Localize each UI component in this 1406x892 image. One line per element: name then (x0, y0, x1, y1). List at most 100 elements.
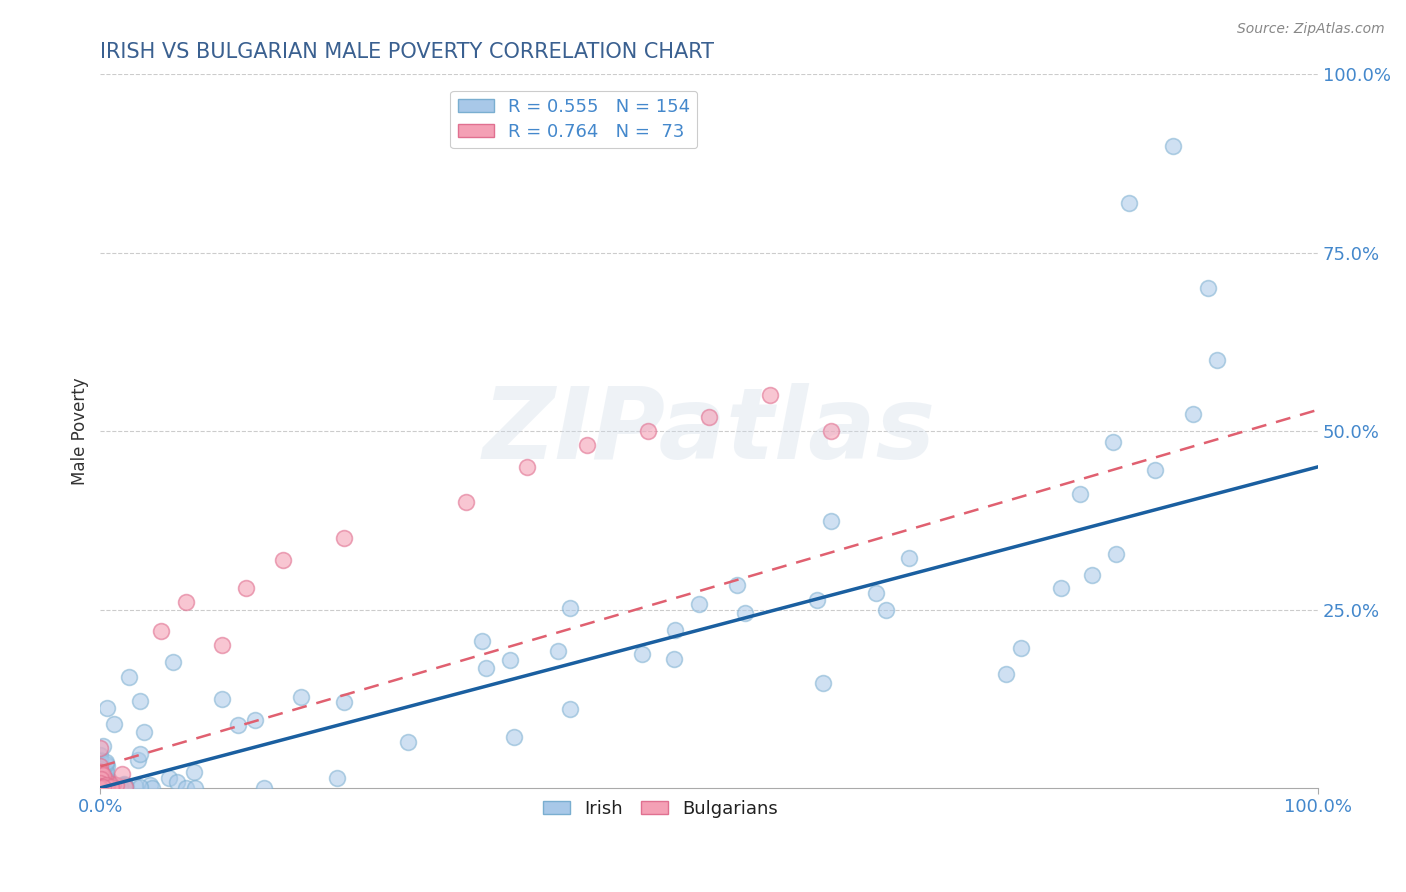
Point (1118, 195, 1140, 210)
Point (290, 690, 312, 704)
Point (90, 779, 112, 793)
Point (89, 777, 111, 791)
Point (576, 438, 599, 452)
Point (174, 780, 197, 795)
Point (243, 713, 266, 727)
Point (98, 780, 121, 795)
Point (474, 661, 496, 675)
Point (90, 772, 112, 786)
Point (90, 780, 112, 794)
Point (90, 780, 112, 794)
Y-axis label: Male Poverty: Male Poverty (72, 377, 89, 485)
Point (697, 409, 720, 424)
Point (89, 780, 111, 795)
Point (89, 780, 111, 795)
Point (89, 780, 111, 795)
Point (110, 780, 132, 795)
Point (89, 779, 111, 793)
Point (129, 780, 152, 795)
Point (90, 780, 112, 795)
Point (114, 779, 136, 793)
Point (108, 780, 131, 795)
Point (90, 764, 112, 779)
Point (93, 780, 115, 794)
Point (90, 772, 112, 786)
Point (96, 780, 118, 795)
Point (662, 652, 685, 666)
Point (688, 597, 710, 611)
Point (93, 772, 115, 787)
Point (1143, 463, 1166, 477)
Point (94, 776, 117, 790)
Point (558, 702, 581, 716)
Point (90, 780, 112, 795)
Point (1049, 581, 1071, 595)
Point (89, 779, 111, 793)
Point (183, 765, 205, 780)
Point (112, 777, 135, 791)
Point (91, 779, 114, 793)
Point (1205, 352, 1227, 367)
Point (128, 694, 150, 708)
Point (89, 780, 111, 794)
Point (89, 780, 111, 794)
Point (96, 780, 118, 795)
Point (90, 759, 112, 773)
Point (97, 780, 120, 795)
Point (734, 606, 756, 620)
Point (101, 780, 124, 795)
Point (90, 779, 112, 793)
Point (97, 780, 120, 795)
Point (104, 779, 127, 793)
Point (96, 780, 118, 795)
Point (97, 780, 120, 794)
Point (333, 531, 356, 545)
Point (820, 514, 842, 528)
Point (90, 780, 112, 795)
Point (93, 780, 115, 795)
Point (184, 780, 207, 795)
Point (91, 780, 114, 795)
Point (139, 778, 162, 792)
Point (89, 775, 111, 789)
Point (96, 701, 118, 715)
Point (516, 459, 538, 474)
Point (150, 624, 173, 638)
Point (90, 775, 112, 789)
Point (93, 770, 115, 784)
Point (499, 652, 522, 666)
Point (93, 780, 115, 795)
Point (90, 777, 112, 791)
Point (94, 769, 117, 783)
Point (91, 739, 114, 753)
Point (112, 778, 135, 792)
Point (226, 718, 249, 732)
Point (94, 764, 117, 779)
Point (91, 780, 114, 794)
Point (89, 780, 111, 795)
Point (820, 424, 842, 438)
Point (96, 780, 118, 795)
Point (105, 780, 128, 794)
Point (89, 762, 111, 776)
Point (1069, 487, 1091, 501)
Point (91, 768, 114, 782)
Point (90, 780, 112, 794)
Point (89, 759, 111, 773)
Point (90, 778, 112, 792)
Point (90, 773, 112, 788)
Point (94, 778, 117, 792)
Point (396, 734, 419, 748)
Point (90, 778, 112, 792)
Point (235, 581, 257, 595)
Point (96, 778, 118, 792)
Point (89, 753, 111, 767)
Point (93, 769, 115, 783)
Point (759, 388, 782, 402)
Point (90, 778, 112, 792)
Point (664, 623, 686, 637)
Point (111, 767, 134, 781)
Point (96, 758, 118, 772)
Point (89, 780, 111, 795)
Point (631, 647, 654, 661)
